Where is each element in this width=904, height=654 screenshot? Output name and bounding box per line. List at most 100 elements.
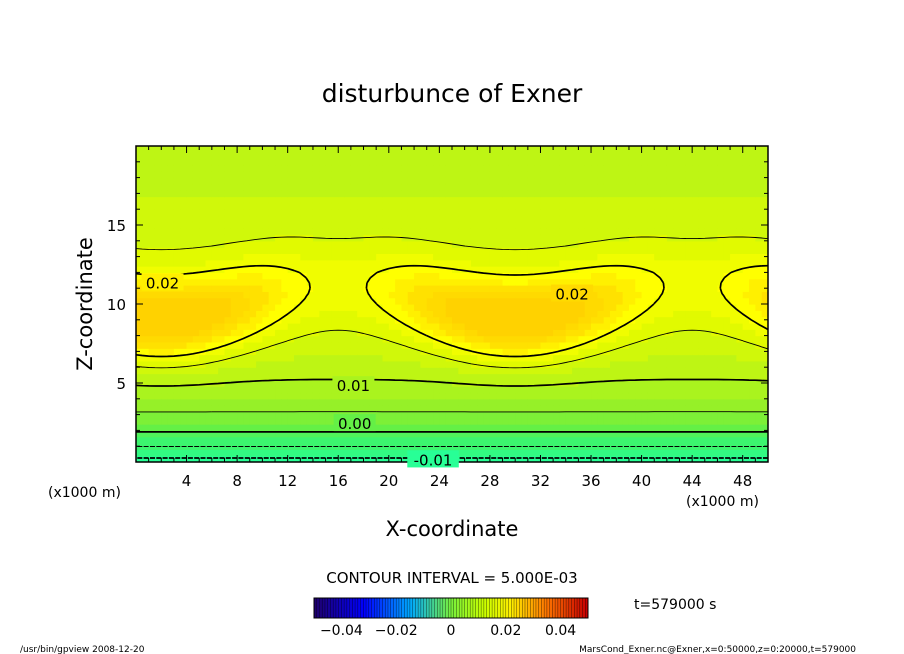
field-cell (287, 146, 295, 153)
field-cell (243, 430, 251, 438)
field-cell (312, 411, 320, 419)
field-cell (616, 417, 624, 425)
field-cell (717, 196, 725, 204)
field-cell (173, 386, 181, 394)
field-cell (515, 348, 523, 356)
field-cell (312, 449, 320, 457)
field-cell (597, 266, 605, 273)
field-cell (654, 398, 662, 406)
field-cell (736, 436, 744, 444)
field-cell (388, 228, 396, 236)
field-cell (173, 234, 181, 242)
field-cell (350, 177, 358, 185)
field-cell (369, 436, 377, 444)
field-cell (742, 253, 750, 261)
field-cell (622, 430, 630, 438)
field-cell (256, 367, 263, 375)
field-cell (508, 335, 516, 343)
field-cell (331, 228, 339, 236)
field-cell (540, 348, 548, 356)
field-cell (711, 278, 719, 286)
field-cell (534, 266, 542, 273)
field-cell (496, 272, 504, 280)
field-cell (470, 266, 478, 273)
field-cell (224, 436, 232, 444)
field-cell (565, 196, 573, 204)
field-cell (470, 171, 478, 179)
field-cell (616, 164, 624, 172)
field-cell (319, 424, 327, 431)
field-cell (496, 449, 504, 457)
field-cell (173, 405, 181, 413)
field-cell (477, 259, 485, 267)
field-cell (521, 215, 529, 223)
field-cell (508, 360, 516, 368)
field-cell (698, 171, 706, 179)
field-cell (527, 348, 535, 356)
field-cell (275, 272, 282, 280)
field-cell (628, 272, 636, 280)
field-cell (300, 449, 308, 457)
field-cell (312, 405, 320, 413)
field-cell (527, 247, 535, 255)
field-cell (717, 367, 725, 375)
field-cell (211, 209, 219, 217)
field-cell (698, 158, 706, 166)
field-cell (173, 240, 181, 248)
field-cell (268, 209, 276, 217)
field-cell (698, 202, 706, 210)
field-cell (433, 177, 440, 185)
field-cell (483, 266, 491, 273)
field-cell (730, 411, 737, 419)
field-cell (458, 259, 466, 267)
field-cell (192, 234, 200, 242)
field-cell (717, 449, 725, 457)
field-cell (224, 202, 232, 210)
field-cell (357, 449, 365, 457)
field-cell (635, 405, 643, 413)
field-cell (540, 310, 548, 318)
field-cell (211, 183, 219, 191)
field-cell (300, 240, 308, 248)
field-cell (312, 285, 320, 292)
field-cell (515, 449, 523, 457)
field-cell (654, 424, 662, 431)
field-cell (502, 285, 510, 292)
field-cell (249, 304, 257, 311)
field-cell (641, 449, 649, 457)
field-cell (616, 297, 624, 305)
field-cell (256, 272, 263, 280)
field-cell (603, 285, 611, 292)
field-cell (458, 171, 466, 179)
field-cell (369, 449, 377, 457)
field-cell (407, 259, 415, 267)
field-cell (685, 183, 693, 191)
field-cell (610, 266, 617, 273)
field-cell (319, 240, 327, 248)
field-cell (553, 272, 561, 280)
field-cell (256, 266, 263, 273)
field-cell (470, 304, 478, 311)
field-cell (237, 177, 245, 185)
field-cell (597, 398, 605, 406)
field-cell (654, 209, 662, 217)
field-cell (515, 430, 523, 438)
field-cell (704, 392, 712, 400)
field-cell (654, 240, 662, 248)
field-cell (186, 171, 194, 179)
field-cell (641, 209, 649, 217)
field-cell (319, 417, 327, 425)
field-cell (730, 228, 737, 236)
field-cell (730, 146, 737, 153)
field-cell (211, 436, 219, 444)
field-cell (161, 158, 169, 166)
field-cell (641, 285, 649, 292)
field-cell (489, 405, 497, 413)
field-cell (591, 221, 598, 229)
field-cell (218, 152, 226, 160)
field-cell (287, 354, 295, 362)
field-cell (527, 146, 535, 153)
field-cell (350, 304, 358, 311)
field-cell (736, 190, 744, 198)
field-cell (249, 272, 257, 280)
